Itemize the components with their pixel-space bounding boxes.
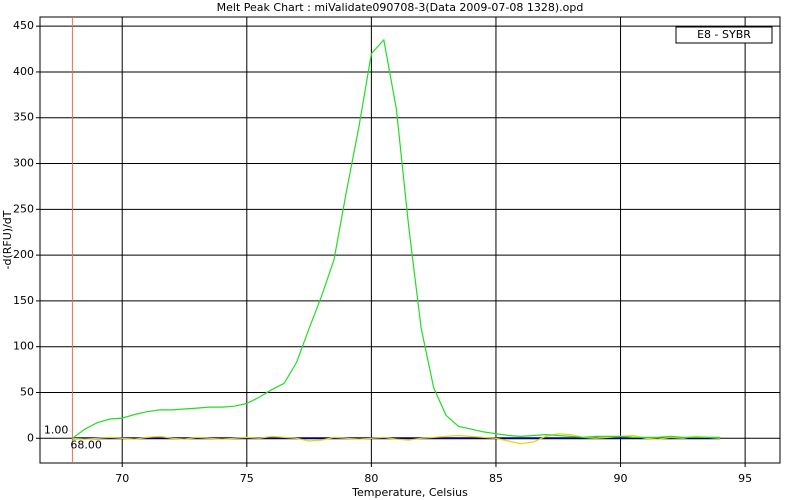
y-tick-label: 100 [13, 340, 34, 353]
marker-x-text: 68.00 [70, 438, 102, 451]
y-axis-label: -d(RFU)/dT [1, 210, 14, 269]
chart-title: Melt Peak Chart : miValidate090708-3(Dat… [217, 1, 584, 14]
x-tick-label: 85 [489, 472, 503, 485]
x-tick-label: 80 [364, 472, 378, 485]
series-line [72, 433, 721, 445]
y-tick-label: 250 [13, 202, 34, 215]
x-tick-label: 95 [738, 472, 752, 485]
y-tick-label: 50 [20, 385, 34, 398]
y-tick-label: 300 [13, 157, 34, 170]
legend-box [675, 26, 773, 44]
x-tick-label: 70 [115, 472, 129, 485]
legend-label: E8 - SYBR [697, 28, 751, 41]
x-axis-label: Temperature, Celsius [351, 486, 468, 499]
y-tick-label: 450 [13, 19, 34, 32]
y-tick-label: 400 [13, 65, 34, 78]
series-line [72, 38, 721, 439]
y-tick-label: 0 [27, 431, 34, 444]
y-tick-label: 200 [13, 248, 34, 261]
x-tick-label: 75 [240, 472, 254, 485]
y-tick-label: 150 [13, 294, 34, 307]
x-tick-label: 90 [614, 472, 628, 485]
marker-y-text: 1.00 [44, 423, 69, 436]
y-tick-label: 350 [13, 111, 34, 124]
